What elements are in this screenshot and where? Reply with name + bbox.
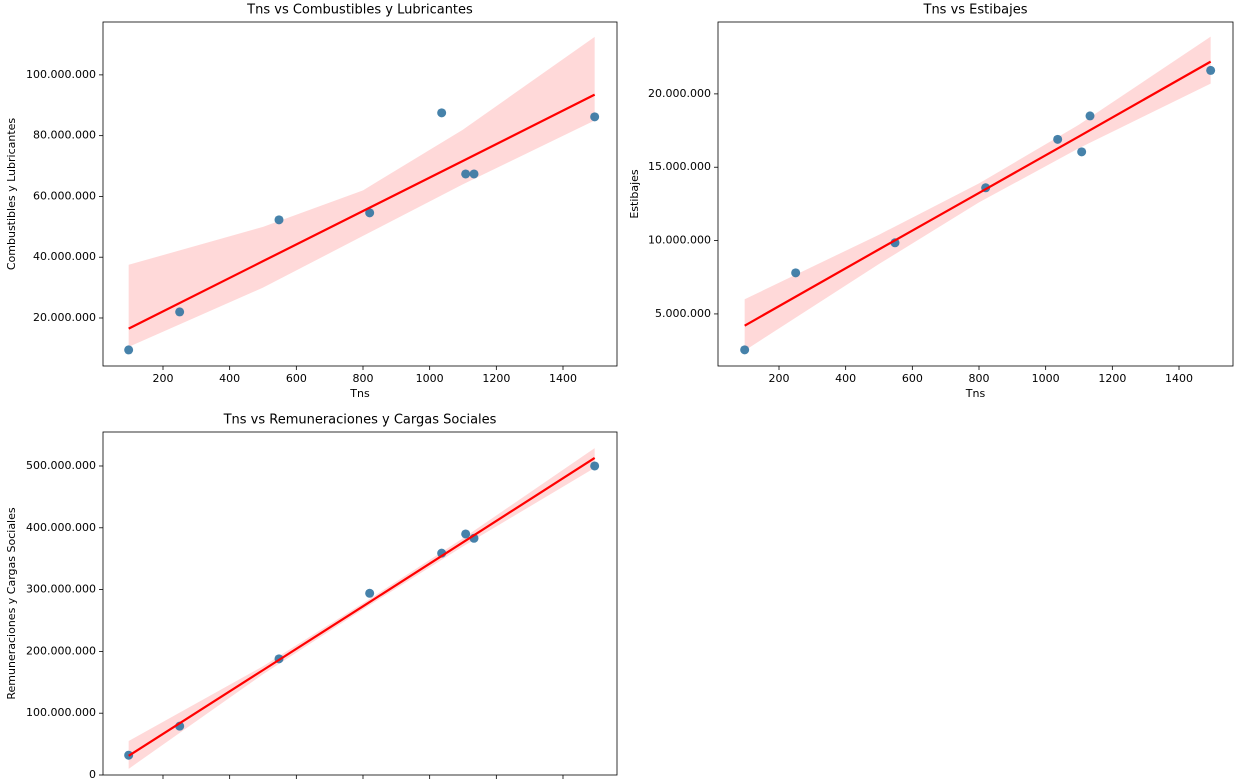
y-tick-label: 200.000.000 <box>26 644 96 657</box>
y-tick-label: 0 <box>89 768 96 781</box>
chart-title: Tns vs Estibajes <box>923 3 1028 18</box>
x-tick-label: 1200 <box>482 372 510 385</box>
confidence-band <box>128 36 595 347</box>
regression-line <box>744 60 1212 327</box>
point <box>469 169 479 179</box>
chart-title: Tns vs Remuneraciones y Cargas Sociales <box>223 413 497 428</box>
point <box>791 268 801 278</box>
point <box>365 208 375 218</box>
point <box>1206 65 1216 75</box>
regression-line <box>128 457 596 757</box>
subplot: 200 400 600 800 1000 1200 1400 5.000.000 10.000.… <box>628 3 1234 400</box>
point <box>590 112 600 122</box>
point <box>740 345 750 355</box>
x-tick-label: 800 <box>353 372 374 385</box>
x-tick-label: 600 <box>286 372 307 385</box>
point <box>461 169 471 179</box>
y-tick-label: 400.000.000 <box>26 521 96 534</box>
x-tick-label: 200 <box>769 372 790 385</box>
point <box>175 307 185 317</box>
subplot: 200 400 600 800 1000 1200 1400 20.000.000 40.000… <box>5 3 618 400</box>
x-tick-label: 400 <box>219 372 240 385</box>
point <box>1053 134 1063 144</box>
y-tick-label: 100.000.000 <box>26 706 96 719</box>
x-tick-label: 1200 <box>1098 372 1126 385</box>
confidence-band <box>128 448 595 769</box>
y-axis-label: Estibajes <box>628 169 641 219</box>
x-axis-label: Tns <box>965 387 986 400</box>
y-tick-label: 10.000.000 <box>648 234 711 247</box>
y-tick-label: 300.000.000 <box>26 583 96 596</box>
y-tick-label: 100.000.000 <box>26 68 96 81</box>
point <box>437 108 447 118</box>
point <box>461 529 471 539</box>
x-tick-label: 800 <box>969 372 990 385</box>
x-tick-label: 600 <box>902 372 923 385</box>
plot-frame <box>102 431 618 776</box>
y-tick-label: 60.000.000 <box>33 189 96 202</box>
x-tick-label: 1000 <box>1032 372 1060 385</box>
x-axis-label: Tns <box>349 387 370 400</box>
point <box>1077 147 1087 157</box>
plot-frame <box>717 21 1234 367</box>
y-tick-label: 20.000.000 <box>648 87 711 100</box>
subplot: 0 100.000.000 200.000.000 300.000.000 400.00… <box>5 413 618 781</box>
y-tick-label: 15.000.000 <box>648 160 711 173</box>
y-axis-label: Remuneraciones y Cargas Sociales <box>5 507 18 699</box>
x-tick-label: 200 <box>153 372 174 385</box>
y-tick-label: 40.000.000 <box>33 250 96 263</box>
x-tick-label: 1000 <box>416 372 444 385</box>
point <box>365 588 375 598</box>
plot-frame <box>102 21 618 367</box>
regression-line <box>128 93 596 330</box>
y-tick-label: 80.000.000 <box>33 129 96 142</box>
point <box>1085 111 1095 121</box>
point <box>274 215 284 225</box>
point <box>590 461 600 471</box>
y-axis-label: Combustibles y Lubricantes <box>5 118 18 271</box>
point <box>124 345 134 355</box>
x-tick-label: 400 <box>835 372 856 385</box>
y-tick-label: 500.000.000 <box>26 459 96 472</box>
y-tick-label: 5.000.000 <box>655 307 711 320</box>
x-tick-label: 1400 <box>549 372 577 385</box>
chart-title: Tns vs Combustibles y Lubricantes <box>246 3 473 18</box>
y-tick-label: 20.000.000 <box>33 311 96 324</box>
x-tick-label: 1400 <box>1165 372 1193 385</box>
